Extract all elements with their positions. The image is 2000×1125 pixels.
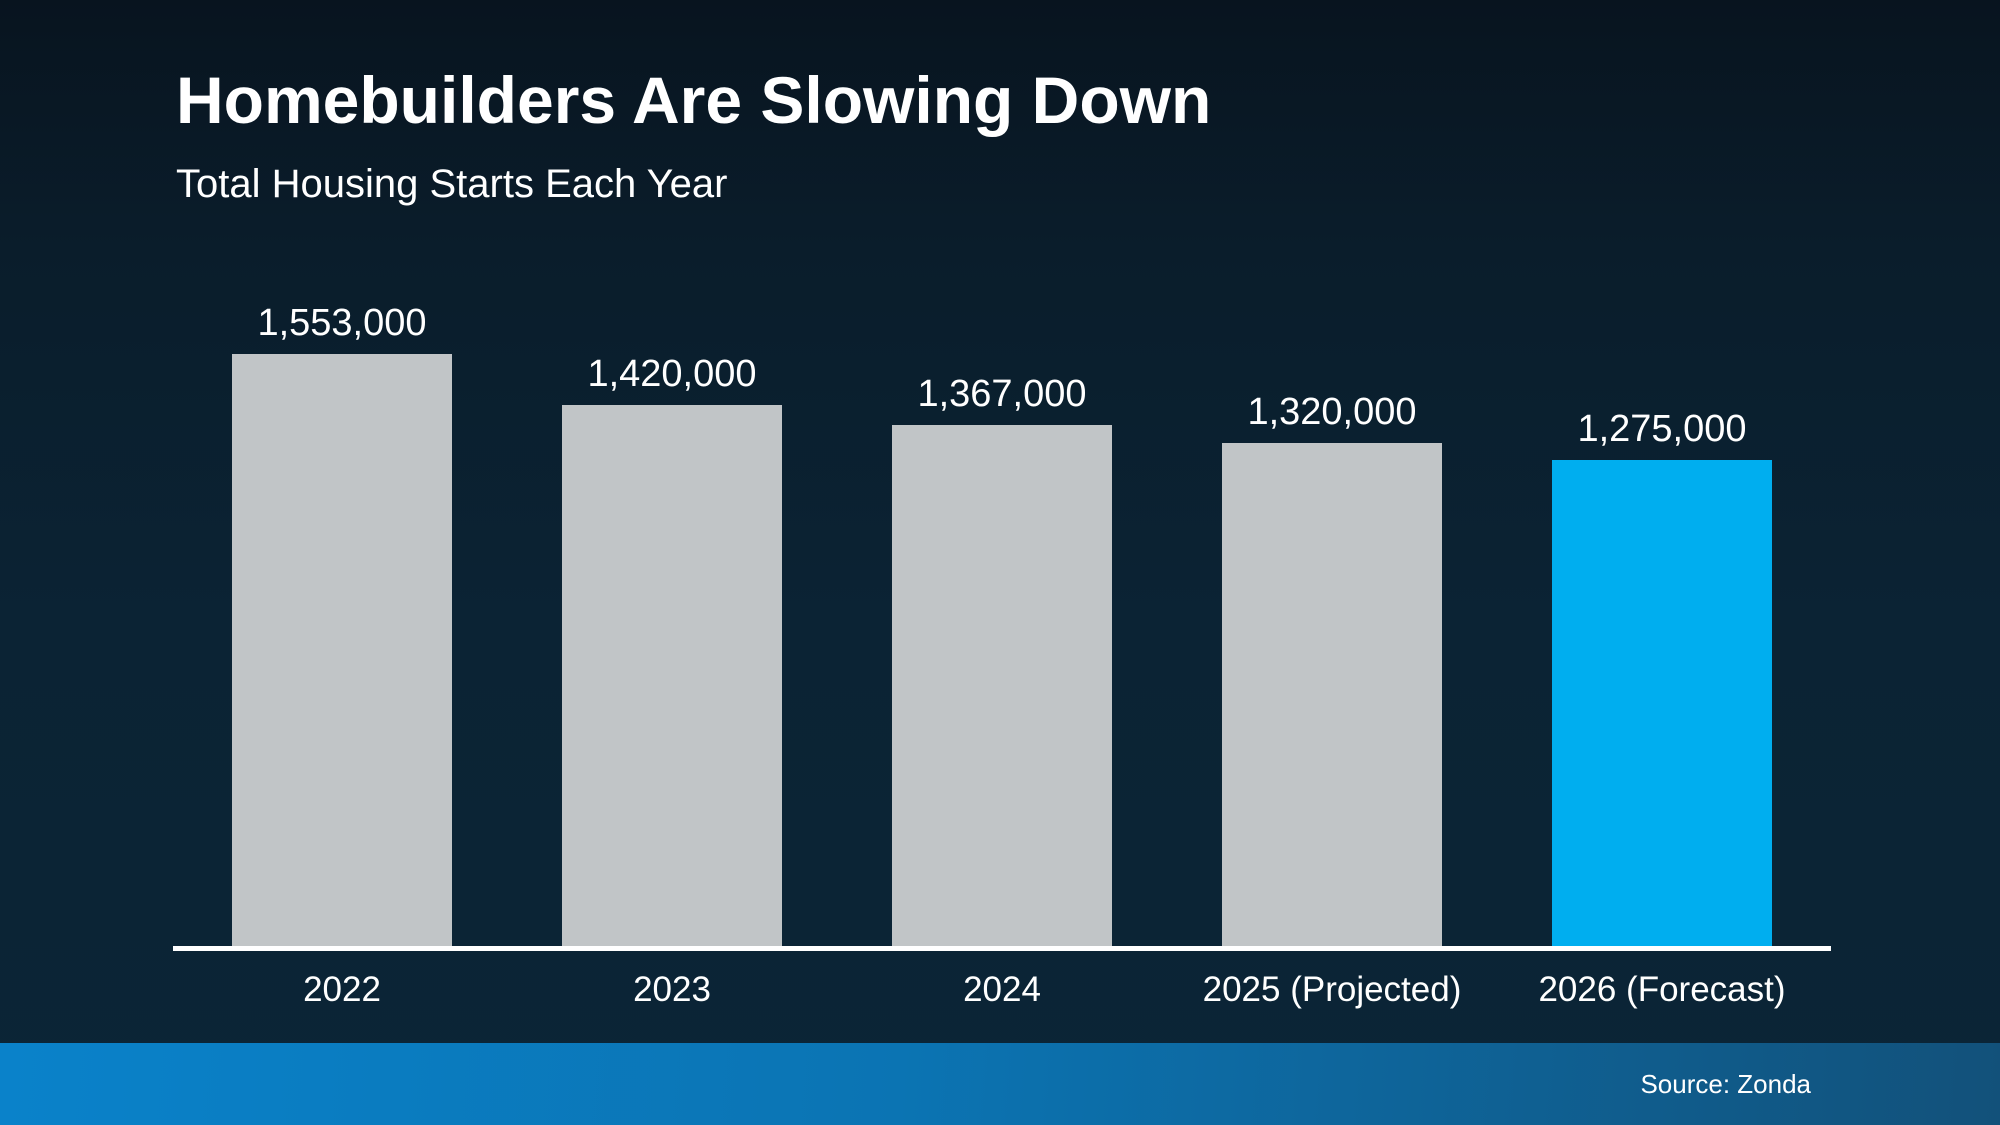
chart-subtitle: Total Housing Starts Each Year <box>176 162 728 206</box>
x-axis-line <box>173 946 1831 951</box>
bar <box>892 425 1112 946</box>
category-label: 2022 <box>303 970 381 1009</box>
bar-value-label: 1,553,000 <box>257 302 427 344</box>
bar-value-label: 1,420,000 <box>587 353 757 395</box>
footer-bar: Source: Zonda <box>0 1043 2000 1125</box>
bar-value-label: 1,367,000 <box>917 373 1087 415</box>
bar-value-label: 1,320,000 <box>1247 391 1417 433</box>
source-credit: Source: Zonda <box>1640 1069 1811 1099</box>
category-label: 2026 (Forecast) <box>1538 970 1786 1009</box>
bar <box>232 354 452 946</box>
bar <box>562 405 782 946</box>
category-label: 2025 (Projected) <box>1202 970 1462 1009</box>
category-label: 2023 <box>633 970 711 1009</box>
bar <box>1222 443 1442 946</box>
chart-title: Homebuilders Are Slowing Down <box>176 63 1212 137</box>
bar-highlight <box>1552 460 1772 946</box>
bar-value-label: 1,275,000 <box>1577 408 1747 450</box>
category-label: 2024 <box>963 970 1041 1009</box>
bar-chart: 1,553,000 1,420,000 1,367,000 1,320,000 1,27… <box>173 302 1831 1009</box>
